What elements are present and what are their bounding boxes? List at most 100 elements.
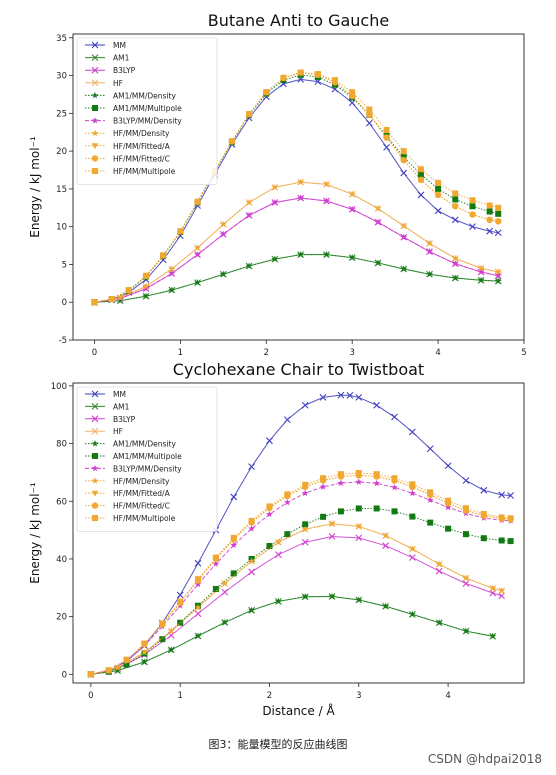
- data-point: [426, 270, 433, 278]
- data-point: [141, 658, 148, 665]
- y-tick-label: 15: [56, 185, 67, 195]
- data-point: [444, 503, 452, 511]
- data-point: [323, 180, 330, 188]
- legend-entry-marker: [91, 41, 99, 49]
- data-point: [328, 533, 336, 540]
- data-point: [348, 254, 356, 261]
- y-tick-label: 25: [56, 109, 67, 119]
- y-tick-label: 40: [56, 555, 67, 565]
- legend-label: B3LYP/MM/Density: [113, 464, 182, 473]
- legend-box: [76, 386, 218, 532]
- y-tick-label: -5: [59, 336, 67, 346]
- data-point: [348, 205, 356, 213]
- legend-label: MM: [113, 41, 126, 50]
- data-point: [383, 134, 390, 141]
- data-point: [123, 661, 130, 668]
- legend-entry-marker: [91, 502, 99, 509]
- data-point: [409, 513, 416, 520]
- data-point: [159, 620, 166, 627]
- data-point: [266, 437, 273, 445]
- data-point: [469, 197, 476, 204]
- y-tick-label: 80: [56, 440, 67, 450]
- series-line: [94, 197, 499, 303]
- legend-entry-marker: [91, 440, 99, 447]
- data-point: [408, 489, 416, 497]
- data-point: [355, 534, 363, 542]
- x-tick-label: 0: [92, 348, 97, 358]
- data-point: [116, 294, 124, 301]
- legend-label: AM1/MM/Density: [113, 440, 176, 449]
- data-point: [221, 579, 229, 587]
- data-point: [469, 211, 476, 218]
- data-point: [142, 285, 150, 292]
- data-point: [245, 211, 253, 219]
- data-point: [451, 216, 459, 224]
- data-point: [212, 554, 219, 561]
- data-point: [426, 248, 433, 255]
- data-point: [417, 191, 425, 199]
- data-point: [374, 259, 382, 266]
- data-point: [248, 568, 256, 576]
- data-point: [320, 513, 327, 520]
- data-point: [426, 496, 434, 504]
- data-point: [91, 299, 98, 306]
- data-point: [374, 218, 382, 226]
- data-point: [176, 591, 184, 599]
- data-point: [495, 210, 502, 217]
- data-point: [230, 570, 237, 577]
- data-point: [477, 276, 485, 284]
- data-point: [283, 498, 291, 506]
- data-point: [283, 416, 291, 424]
- y-tick-label: 60: [56, 497, 67, 507]
- data-point: [435, 185, 442, 192]
- data-point: [498, 587, 506, 594]
- legend-entry-marker: [91, 415, 99, 423]
- data-point: [219, 270, 227, 278]
- series-B3LYP: [87, 533, 506, 678]
- legend-entry-marker: [91, 66, 99, 74]
- legend-entry-marker: [92, 105, 98, 111]
- data-point: [271, 255, 279, 263]
- data-point: [167, 627, 175, 634]
- data-point: [400, 156, 407, 164]
- chart-title: Cyclohexane Chair to Twistboat: [173, 360, 424, 379]
- chart-cyclohexane: Cyclohexane Chair to Twistboat Energy / k…: [28, 360, 525, 718]
- legend-label: AM1/MM/Density: [113, 91, 176, 100]
- legend-label: HF/MM/Fitted/C: [113, 502, 170, 511]
- y-tick-label: 35: [56, 34, 67, 44]
- data-point: [114, 664, 122, 671]
- series-HF: [91, 178, 502, 306]
- series-line: [94, 181, 499, 303]
- data-point: [248, 517, 255, 524]
- data-point: [408, 554, 416, 561]
- data-point: [445, 525, 452, 532]
- data-point: [194, 278, 201, 286]
- series-AM1/MM/Density: [91, 251, 502, 306]
- data-point: [284, 491, 291, 498]
- data-point: [462, 531, 469, 538]
- data-point: [301, 489, 309, 497]
- data-point: [302, 481, 309, 488]
- data-point: [373, 479, 381, 487]
- data-point: [400, 148, 407, 155]
- data-point: [400, 233, 408, 241]
- legend-entry-marker: [91, 490, 99, 497]
- data-point: [498, 592, 506, 600]
- data-point: [480, 510, 487, 517]
- data-point: [337, 471, 344, 478]
- data-point: [323, 197, 330, 204]
- series-line: [94, 254, 499, 303]
- data-point: [332, 77, 339, 84]
- data-point: [349, 89, 356, 96]
- y-tick-label: 0: [62, 298, 67, 308]
- chart-title: Butane Anti to Gauche: [208, 11, 389, 30]
- legend-label: AM1/MM/Multipole: [113, 452, 182, 461]
- data-point: [194, 610, 202, 618]
- data-point: [462, 505, 469, 512]
- legend-entry-marker: [91, 79, 99, 87]
- data-point: [486, 202, 493, 209]
- data-point: [301, 525, 309, 533]
- data-point: [337, 508, 344, 515]
- data-point: [434, 191, 442, 199]
- data-point: [355, 470, 362, 476]
